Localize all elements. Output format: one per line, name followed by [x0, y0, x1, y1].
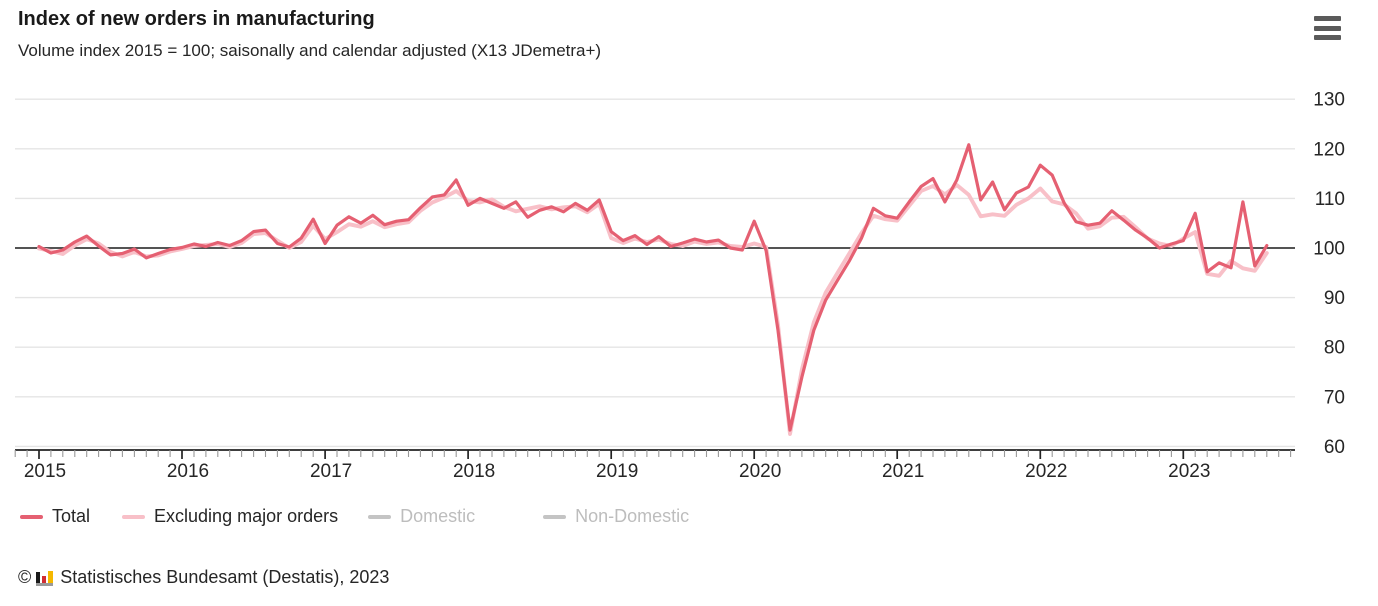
legend-label: Non-Domestic [575, 506, 690, 526]
x-tick-label: 2015 [24, 461, 66, 482]
y-tick-label: 80 [1324, 338, 1345, 359]
y-tick-label: 100 [1313, 239, 1345, 260]
chart-subtitle: Volume index 2015 = 100; saisonally and … [18, 41, 602, 60]
x-axis [14, 449, 1295, 459]
y-tick-label: 70 [1324, 387, 1345, 408]
hamburger-icon [1314, 35, 1341, 40]
y-tick-label: 60 [1324, 437, 1345, 458]
x-tick-label: 2020 [739, 461, 781, 482]
legend-item-excluding-major-orders[interactable]: Excluding major orders [122, 506, 338, 527]
y-axis-labels: 130 120 110 100 90 80 70 60 [1313, 90, 1345, 458]
x-tick-label: 2019 [596, 461, 638, 482]
source-text: Statistisches Bundesamt (Destatis), 2023 [60, 567, 390, 587]
legend-dash-excluding-icon [122, 514, 146, 519]
chart-plot-area[interactable]: 130 120 110 100 90 80 70 60 2015 2016 2017 2018 2019… [0, 0, 1378, 500]
x-tick-label: 2018 [453, 461, 495, 482]
legend-dash-non-domestic-icon [543, 514, 567, 519]
x-tick-label: 2021 [882, 461, 924, 482]
copyright-symbol: © [18, 567, 32, 587]
x-axis-labels: 2015 2016 2017 2018 2019 2020 2021 2022 2023 [24, 461, 1211, 482]
legend-label: Excluding major orders [154, 506, 339, 526]
x-tick-label: 2023 [1168, 461, 1210, 482]
series-line-total[interactable] [37, 143, 1269, 432]
source-attribution: © Statistisches Bundesamt (Destatis), 20… [18, 567, 389, 588]
destatis-logo-icon [36, 567, 54, 586]
hamburger-icon [1314, 16, 1341, 21]
legend-dash-total-icon [20, 514, 43, 519]
legend-item-total[interactable]: Total [20, 506, 90, 527]
y-tick-label: 130 [1313, 90, 1345, 111]
x-tick-label: 2022 [1025, 461, 1067, 482]
legend-label: Domestic [400, 506, 476, 526]
legend-dash-domestic-icon [368, 514, 392, 519]
page-title: Index of new orders in manufacturing [18, 8, 375, 30]
y-tick-label: 110 [1315, 189, 1345, 210]
legend-item-domestic[interactable]: Domestic [368, 506, 475, 527]
chart-legend: Total Excluding major orders Domestic No… [20, 506, 689, 527]
y-tick-label: 120 [1313, 139, 1345, 160]
gridlines [15, 98, 1295, 448]
hamburger-icon [1314, 25, 1341, 31]
legend-item-non-domestic[interactable]: Non-Domestic [543, 506, 689, 527]
y-tick-label: 90 [1324, 288, 1345, 309]
legend-label: Total [52, 506, 91, 526]
x-tick-label: 2016 [167, 461, 209, 482]
chart-context-menu-button[interactable] [1314, 15, 1342, 41]
x-tick-label: 2017 [310, 461, 352, 482]
